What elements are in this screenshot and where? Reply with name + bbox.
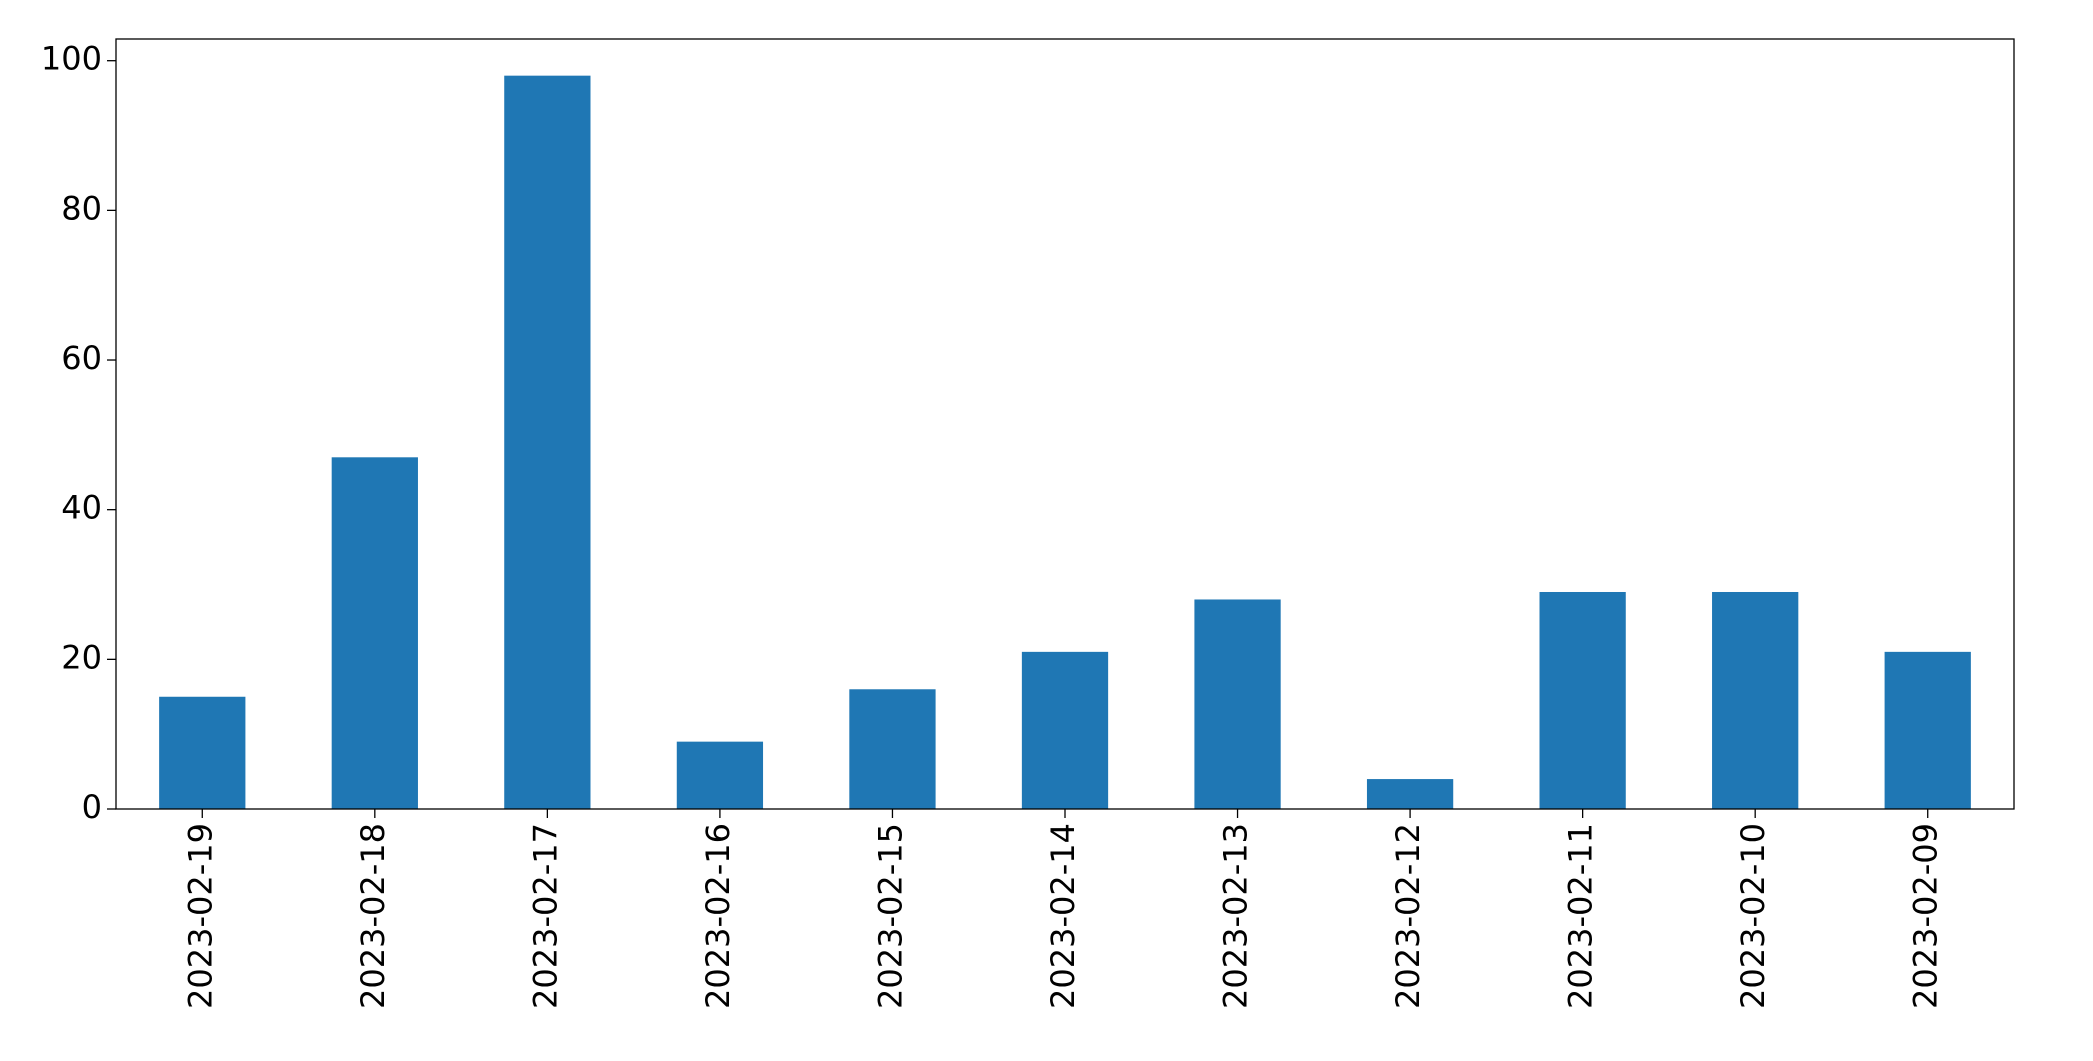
bar	[849, 689, 936, 809]
x-tick-label: 2023-02-15	[871, 823, 909, 1009]
y-tick-label: 100	[41, 40, 102, 78]
bar	[331, 457, 418, 809]
bar	[1712, 591, 1799, 809]
x-tick-label: 2023-02-14	[1044, 823, 1082, 1009]
x-tick-label: 2023-02-11	[1562, 823, 1600, 1009]
bar	[676, 741, 764, 809]
bar	[1194, 599, 1281, 809]
x-tick-label: 2023-02-16	[699, 823, 737, 1009]
x-tick-label: 2023-02-17	[526, 823, 564, 1009]
axes-frame	[115, 38, 2015, 810]
bar	[1366, 779, 1454, 809]
x-tick-label: 2023-02-18	[354, 823, 392, 1009]
y-tick-label: 20	[61, 638, 102, 676]
bar	[159, 696, 246, 809]
x-tick-label: 2023-02-10	[1734, 823, 1772, 1009]
y-tick-label: 60	[61, 339, 102, 377]
x-tick-label: 2023-02-09	[1907, 823, 1945, 1009]
bar	[1021, 651, 1109, 809]
y-tick-label: 0	[82, 788, 102, 826]
y-tick-label: 40	[61, 489, 102, 527]
x-tick-label: 2023-02-13	[1217, 823, 1255, 1009]
x-tick-label: 2023-02-19	[181, 823, 219, 1009]
x-tick-label: 2023-02-12	[1389, 823, 1427, 1009]
bar	[1539, 591, 1626, 809]
bar	[1884, 651, 1971, 809]
y-tick-label: 80	[61, 189, 102, 227]
bar	[504, 75, 591, 809]
